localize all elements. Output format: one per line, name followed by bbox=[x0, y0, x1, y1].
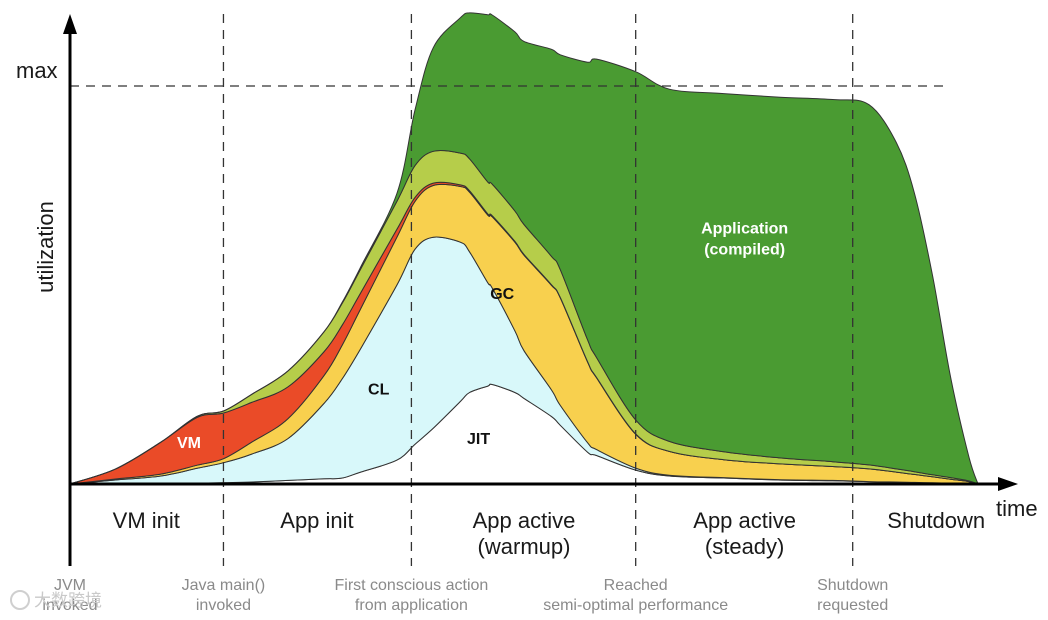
event-label-first-conscious-action-from-application: First conscious action from application bbox=[334, 577, 488, 614]
event-labels: JVM invoked Java main() invoked First consci… bbox=[42, 577, 888, 614]
phase-label-vm-init: VM init bbox=[113, 508, 180, 533]
band-label-application-compiled: Application (compiled) bbox=[701, 220, 788, 258]
watermark-text: 大数跨境 bbox=[34, 591, 102, 611]
x-axis-arrow bbox=[998, 477, 1018, 491]
area-application-compiled bbox=[69, 12, 979, 485]
x-axis-label: time bbox=[996, 496, 1038, 521]
band-label-jit: JIT bbox=[467, 431, 490, 448]
y-axis-label: utilization bbox=[33, 201, 58, 293]
phase-label-app-init: App init bbox=[280, 508, 353, 533]
event-label-java-main-invoked: Java main() invoked bbox=[182, 577, 266, 614]
phase-labels: VM init App init App active (warmup) App act… bbox=[113, 508, 986, 559]
event-label-reached-semi-optimal-performance: Reached semi-optimal performance bbox=[543, 577, 728, 614]
band-label-gc: GC bbox=[490, 286, 514, 303]
axes bbox=[63, 14, 1018, 566]
stacked-areas bbox=[69, 12, 979, 485]
phase-label-shutdown: Shutdown bbox=[887, 508, 985, 533]
watermark: 大数跨境 bbox=[10, 590, 102, 611]
y-max-label: max bbox=[16, 58, 58, 83]
phase-label-app-active-warmup: App active (warmup) bbox=[473, 508, 576, 559]
band-label-cl: CL bbox=[368, 381, 390, 398]
band-labels: JIT CL GC VM Application (compiled) bbox=[177, 220, 788, 452]
event-guides bbox=[222, 14, 854, 566]
phase-label-app-active-steady: App active (steady) bbox=[693, 508, 796, 559]
event-label-jvm-invoked: JVM invoked bbox=[42, 577, 97, 614]
y-axis-arrow bbox=[63, 14, 77, 34]
watermark-logo-icon bbox=[10, 590, 30, 610]
event-label-shutdown-requested: Shutdown requested bbox=[817, 577, 888, 614]
band-label-vm: VM bbox=[177, 435, 201, 452]
